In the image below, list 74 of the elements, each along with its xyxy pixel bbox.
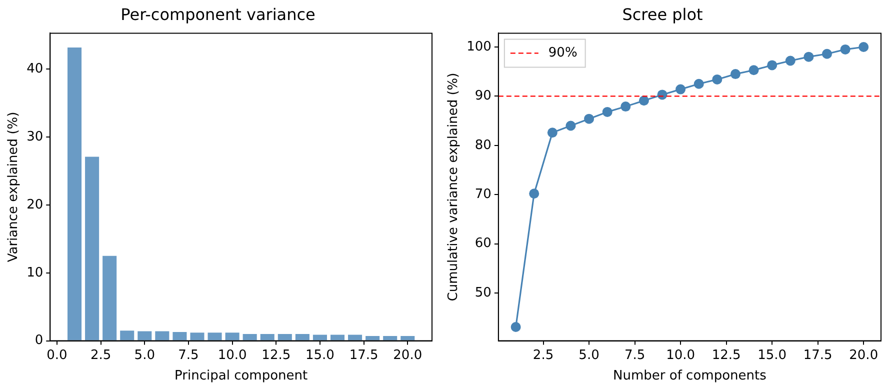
y-tick-label: 100 xyxy=(466,39,492,54)
x-axis-title: Principal component xyxy=(174,368,308,384)
x-tick-label: 5.0 xyxy=(134,348,155,363)
y-tick-label: 30 xyxy=(26,129,44,144)
point xyxy=(638,96,649,106)
y-tick-label: 90 xyxy=(474,88,492,104)
bar xyxy=(190,332,204,340)
point xyxy=(547,128,558,138)
legend-label: 90% xyxy=(548,46,578,61)
point xyxy=(804,52,814,62)
bar xyxy=(120,330,134,340)
point xyxy=(694,78,704,89)
bar xyxy=(85,156,100,340)
bar xyxy=(366,336,380,340)
bar xyxy=(138,331,152,340)
bar xyxy=(242,334,257,340)
y-axis-title: Variance explained (%) xyxy=(6,112,22,262)
bar xyxy=(208,332,222,340)
chart-title: Scree plot xyxy=(622,4,703,24)
x-tick-label: 5.0 xyxy=(578,348,600,363)
y-tick-label: 60 xyxy=(474,236,492,252)
point xyxy=(822,48,832,59)
x-tick-label: 12.5 xyxy=(712,348,741,363)
bar xyxy=(102,256,117,340)
y-tick-label: 40 xyxy=(26,62,44,77)
point xyxy=(840,44,850,54)
point xyxy=(602,106,612,117)
bar xyxy=(312,334,327,340)
bar xyxy=(278,334,292,340)
x-tick-label: 7.5 xyxy=(624,348,646,363)
point xyxy=(730,69,740,80)
x-tick-label: 17.5 xyxy=(349,348,378,363)
x-axis-title: Number of components xyxy=(613,368,767,384)
point xyxy=(785,56,796,66)
bar xyxy=(383,336,398,340)
x-tick-label: 10.0 xyxy=(666,348,696,363)
bar xyxy=(172,332,187,340)
x-tick-label: 2.5 xyxy=(532,348,554,363)
x-tick-label: 20.0 xyxy=(393,348,422,363)
x-tick-label: 10.0 xyxy=(218,348,247,363)
point xyxy=(748,65,759,76)
point xyxy=(620,102,631,112)
y-tick-label: 20 xyxy=(26,197,44,212)
x-tick-label: 17.5 xyxy=(803,348,832,363)
x-tick-label: 0.0 xyxy=(46,348,68,363)
y-tick-label: 0 xyxy=(34,333,44,348)
y-axis-title: Cumulative variance explained (%) xyxy=(446,72,462,302)
x-tick-label: 20.0 xyxy=(849,348,878,363)
chart-title: Per-component variance xyxy=(120,4,316,24)
y-tick-label: 70 xyxy=(474,187,492,202)
point xyxy=(767,60,778,70)
bar xyxy=(225,332,240,340)
point xyxy=(676,84,686,94)
bar xyxy=(330,334,345,340)
x-tick-label: 2.5 xyxy=(90,348,112,363)
x-tick-label: 15.0 xyxy=(758,348,787,363)
x-tick-label: 12.5 xyxy=(262,348,291,363)
y-tick-label: 10 xyxy=(26,265,44,280)
point xyxy=(510,322,521,332)
bar xyxy=(400,336,415,340)
point xyxy=(566,120,576,131)
y-tick-label: 50 xyxy=(474,285,492,300)
bar xyxy=(348,334,362,340)
point xyxy=(858,42,869,52)
x-tick-label: 15.0 xyxy=(305,348,334,363)
bar xyxy=(155,331,170,340)
point xyxy=(584,114,594,124)
x-tick-label: 7.5 xyxy=(178,348,199,363)
bar xyxy=(260,334,274,340)
bar xyxy=(68,47,82,340)
point xyxy=(529,188,540,199)
bar xyxy=(295,334,310,340)
y-tick-label: 80 xyxy=(474,138,492,153)
point xyxy=(712,74,722,84)
